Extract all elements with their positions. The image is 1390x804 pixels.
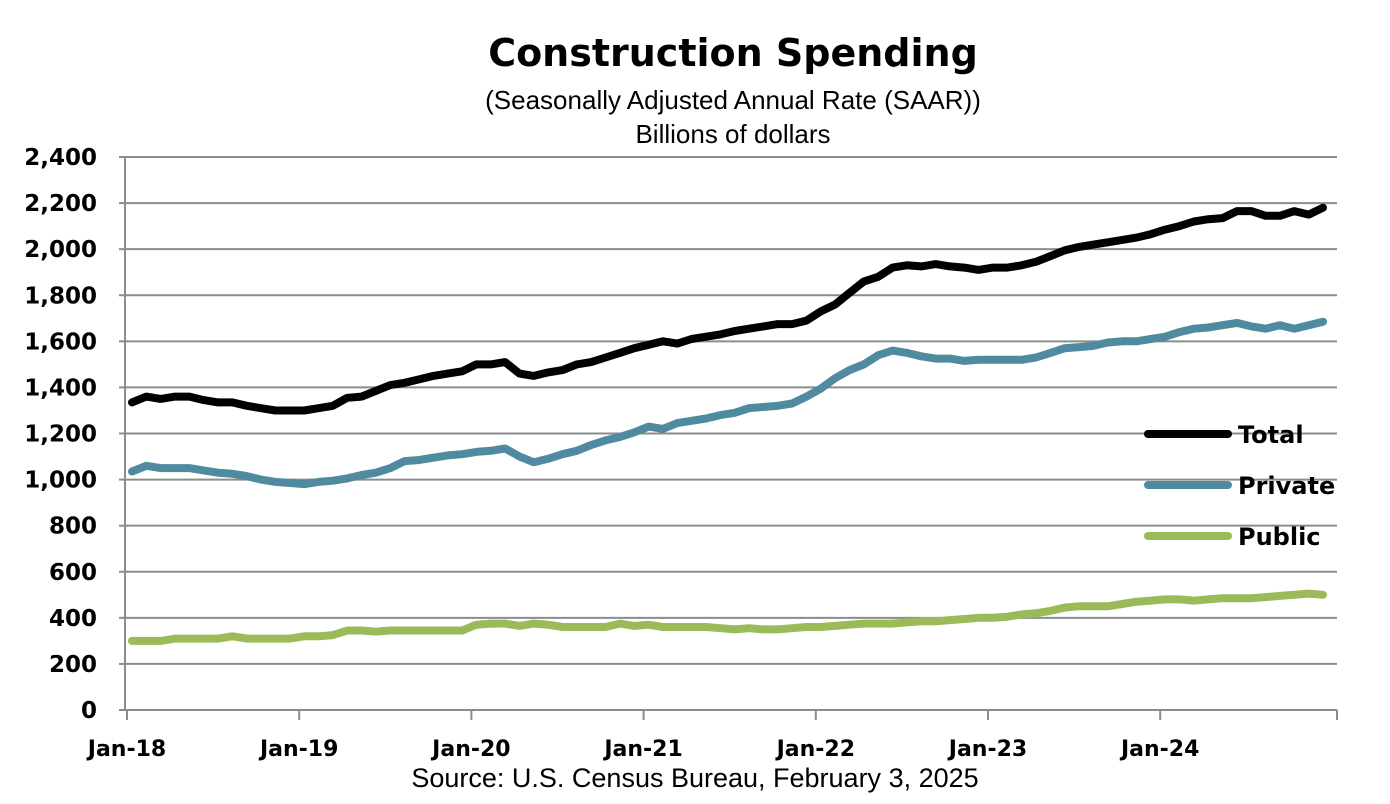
chart-subtitle: (Seasonally Adjusted Annual Rate (SAAR))	[485, 85, 981, 115]
y-tick-label: 2,200	[24, 191, 97, 217]
y-tick-label: 600	[49, 560, 97, 586]
y-tick-label: 200	[49, 652, 97, 678]
series-line-public	[128, 589, 1327, 645]
legend-label-private: Private	[1238, 472, 1335, 500]
x-tick-label: Jan-18	[86, 737, 166, 762]
legend: Total Private Public	[1144, 421, 1335, 551]
chart-units: Billions of dollars	[635, 119, 830, 149]
x-tick-label: Jan-22	[775, 737, 855, 762]
gridlines	[125, 156, 1337, 665]
x-tick-label: Jan-23	[947, 737, 1027, 762]
series-lines	[128, 203, 1327, 645]
legend-label-public: Public	[1238, 523, 1321, 551]
x-tick-label: Jan-20	[430, 737, 510, 762]
y-tick-label: 400	[49, 606, 97, 632]
series-line-private	[128, 317, 1327, 489]
x-tick-label: Jan-24	[1119, 737, 1199, 762]
y-tick-label: 1,800	[24, 283, 97, 309]
x-tick-label: Jan-19	[258, 737, 338, 762]
y-tick-label: 1,200	[24, 422, 97, 448]
y-tick-label: 2,000	[24, 237, 97, 263]
y-tick-label: 800	[49, 514, 97, 540]
source-note: Source: U.S. Census Bureau, February 3, …	[411, 763, 978, 793]
y-tick-label: 1,600	[24, 329, 97, 355]
chart-title: Construction Spending	[488, 31, 978, 75]
axes	[124, 157, 1337, 711]
series-line-total	[128, 203, 1327, 415]
y-tick-label: 1,000	[24, 468, 97, 494]
y-tick-label: 1,400	[24, 375, 97, 401]
legend-label-total: Total	[1238, 421, 1304, 449]
y-tick-label: 2,400	[24, 145, 97, 171]
x-tick-label: Jan-21	[602, 737, 682, 762]
y-axis-ticks: 0 200 400 600 800 1,000 1,200 1,400 1,600 1,800 2,…	[24, 145, 125, 724]
x-axis-ticks: Jan-18 Jan-19 Jan-20 Jan-21 Jan-22 Jan-23 Jan-…	[86, 710, 1338, 762]
y-tick-label: 0	[81, 698, 97, 724]
